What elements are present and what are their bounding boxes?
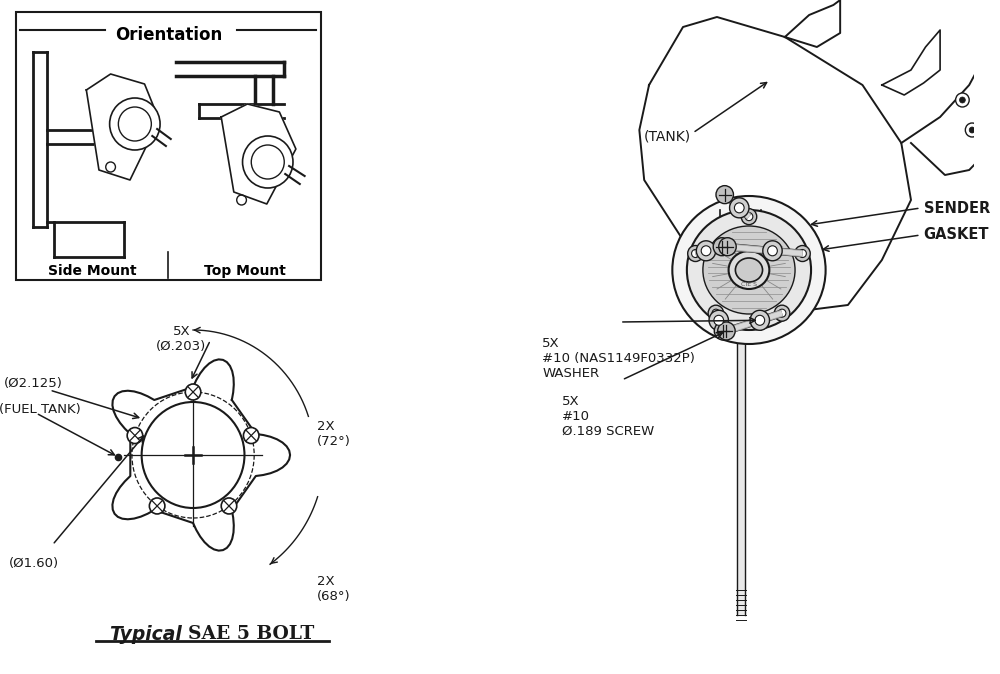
Circle shape bbox=[716, 185, 733, 204]
Text: CIE S: CIE S bbox=[741, 282, 757, 288]
Polygon shape bbox=[901, 67, 984, 175]
Text: 5X
#10 (NAS1149F0332P)
WASHER: 5X #10 (NAS1149F0332P) WASHER bbox=[542, 337, 695, 380]
Circle shape bbox=[959, 97, 965, 103]
Circle shape bbox=[719, 238, 736, 255]
Polygon shape bbox=[720, 210, 761, 330]
Circle shape bbox=[734, 203, 744, 213]
Polygon shape bbox=[882, 30, 940, 95]
Ellipse shape bbox=[729, 251, 769, 289]
Circle shape bbox=[795, 245, 810, 262]
Text: SENDER: SENDER bbox=[924, 201, 990, 216]
Text: Typical: Typical bbox=[110, 625, 188, 644]
Text: Orientation: Orientation bbox=[115, 26, 222, 44]
Circle shape bbox=[969, 127, 975, 133]
Circle shape bbox=[730, 198, 749, 218]
Circle shape bbox=[127, 427, 143, 443]
Circle shape bbox=[701, 246, 711, 256]
Text: SAE 5 BOLT: SAE 5 BOLT bbox=[188, 625, 315, 643]
Circle shape bbox=[741, 209, 757, 224]
Circle shape bbox=[696, 241, 716, 261]
Text: 5X
(Ø.203): 5X (Ø.203) bbox=[156, 325, 207, 353]
Text: 2X
(68°): 2X (68°) bbox=[317, 575, 351, 603]
Text: (TANK): (TANK) bbox=[644, 129, 691, 143]
Ellipse shape bbox=[703, 226, 795, 314]
Ellipse shape bbox=[672, 196, 826, 344]
Circle shape bbox=[185, 384, 201, 400]
Circle shape bbox=[755, 315, 765, 326]
Polygon shape bbox=[221, 104, 296, 204]
Polygon shape bbox=[639, 17, 911, 313]
Bar bbox=[16, 12, 321, 280]
Circle shape bbox=[712, 309, 720, 317]
Circle shape bbox=[221, 498, 237, 514]
Circle shape bbox=[745, 212, 753, 220]
Circle shape bbox=[750, 310, 769, 330]
Circle shape bbox=[110, 98, 160, 150]
Polygon shape bbox=[86, 74, 159, 180]
Circle shape bbox=[709, 310, 728, 330]
Circle shape bbox=[714, 315, 724, 326]
Ellipse shape bbox=[735, 258, 763, 282]
Text: Side Mount: Side Mount bbox=[48, 264, 136, 278]
Circle shape bbox=[708, 305, 724, 321]
Text: (FUEL TANK): (FUEL TANK) bbox=[0, 403, 81, 416]
Circle shape bbox=[768, 246, 777, 256]
Circle shape bbox=[799, 249, 806, 257]
Circle shape bbox=[149, 498, 165, 514]
Circle shape bbox=[714, 322, 732, 340]
Text: GASKET: GASKET bbox=[924, 227, 989, 242]
Text: (Ø2.125): (Ø2.125) bbox=[4, 377, 63, 390]
Circle shape bbox=[956, 93, 969, 107]
Circle shape bbox=[243, 136, 293, 188]
Ellipse shape bbox=[687, 210, 811, 330]
Circle shape bbox=[718, 322, 735, 340]
Circle shape bbox=[688, 245, 703, 262]
Circle shape bbox=[142, 402, 244, 508]
Circle shape bbox=[692, 249, 699, 257]
Circle shape bbox=[965, 123, 979, 137]
Text: (Ø1.60): (Ø1.60) bbox=[9, 557, 59, 570]
Circle shape bbox=[763, 241, 782, 261]
Circle shape bbox=[243, 427, 259, 443]
Text: 5X
#10
Ø.189 SCREW: 5X #10 Ø.189 SCREW bbox=[562, 395, 654, 438]
Circle shape bbox=[713, 238, 731, 255]
Text: 2X
(72°): 2X (72°) bbox=[317, 420, 351, 448]
Circle shape bbox=[774, 305, 790, 321]
Polygon shape bbox=[737, 208, 745, 615]
Text: Top Mount: Top Mount bbox=[204, 264, 286, 278]
Circle shape bbox=[778, 309, 786, 317]
Polygon shape bbox=[785, 0, 840, 47]
Polygon shape bbox=[112, 359, 290, 551]
